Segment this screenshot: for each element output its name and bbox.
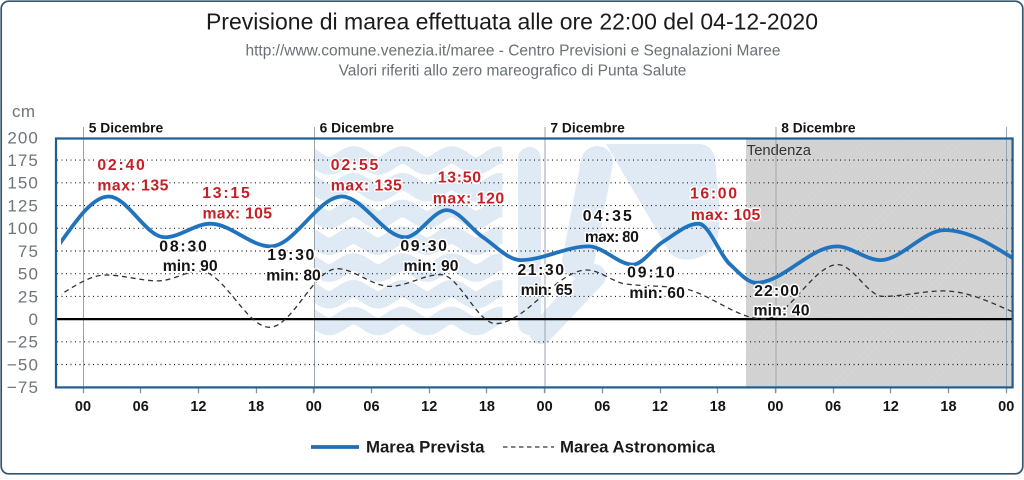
svg-text:6 Dicembre: 6 Dicembre: [320, 121, 395, 136]
svg-text:max: 135: max: 135: [97, 177, 168, 194]
svg-text:22:00: 22:00: [754, 283, 799, 300]
svg-text:04:35: 04:35: [583, 208, 632, 225]
svg-text:12: 12: [190, 399, 206, 415]
svg-text:02:40: 02:40: [97, 157, 145, 174]
svg-text:09:30: 09:30: [400, 238, 447, 255]
svg-text:max: 80: max: 80: [585, 229, 639, 246]
svg-text:cm: cm: [12, 102, 35, 121]
svg-text:02:55: 02:55: [331, 157, 379, 174]
svg-text:00: 00: [306, 399, 322, 415]
svg-text:19:30: 19:30: [267, 247, 314, 264]
svg-text:00: 00: [767, 399, 783, 415]
svg-text:08:30: 08:30: [159, 238, 207, 255]
svg-text:min: 60: min: 60: [629, 285, 685, 302]
svg-text:13:50: 13:50: [438, 170, 482, 187]
svg-text:06: 06: [133, 399, 149, 415]
svg-text:18: 18: [479, 399, 495, 415]
svg-text:max: 120: max: 120: [433, 191, 505, 208]
svg-text:min: 90: min: 90: [404, 258, 459, 275]
svg-text:125: 125: [7, 197, 39, 216]
svg-text:12: 12: [883, 399, 899, 415]
svg-text:75: 75: [18, 242, 39, 261]
svg-text:150: 150: [7, 174, 39, 193]
svg-text:min: 90: min: 90: [163, 258, 218, 275]
svg-text:min: 80: min: 80: [266, 267, 321, 284]
svg-text:18: 18: [248, 399, 264, 415]
svg-text:12: 12: [652, 399, 668, 415]
svg-text:00: 00: [75, 399, 91, 415]
svg-text:06: 06: [825, 399, 841, 415]
svg-text:max: 135: max: 135: [331, 177, 402, 194]
svg-text:−25: −25: [7, 333, 39, 352]
svg-text:Tendenza: Tendenza: [747, 143, 812, 159]
svg-text:00: 00: [998, 399, 1014, 415]
svg-text:16:00: 16:00: [690, 186, 737, 203]
svg-text:0: 0: [28, 310, 39, 329]
svg-text:06: 06: [363, 399, 379, 415]
svg-text:100: 100: [7, 219, 39, 238]
svg-text:max: 105: max: 105: [691, 207, 761, 224]
svg-text:max: 105: max: 105: [203, 206, 273, 223]
svg-text:http://www.comune.venezia.it/m: http://www.comune.venezia.it/maree - Cen…: [245, 43, 780, 60]
svg-text:13:15: 13:15: [202, 185, 250, 202]
svg-text:12: 12: [421, 399, 437, 415]
svg-text:8 Dicembre: 8 Dicembre: [781, 121, 856, 136]
svg-text:Marea Prevista: Marea Prevista: [366, 438, 485, 457]
svg-text:200: 200: [7, 128, 39, 147]
svg-text:25: 25: [18, 287, 39, 306]
svg-text:06: 06: [594, 399, 610, 415]
svg-text:50: 50: [18, 265, 39, 284]
svg-text:09:10: 09:10: [627, 264, 675, 281]
svg-text:7 Dicembre: 7 Dicembre: [550, 121, 625, 136]
svg-text:18: 18: [710, 399, 726, 415]
svg-text:−50: −50: [7, 355, 39, 374]
svg-text:21:30: 21:30: [518, 262, 565, 279]
svg-text:00: 00: [537, 399, 553, 415]
svg-text:Marea Astronomica: Marea Astronomica: [560, 438, 716, 457]
svg-text:Previsione di marea effettuata: Previsione di marea effettuata alle ore …: [206, 9, 818, 35]
svg-text:175: 175: [7, 151, 39, 170]
svg-text:18: 18: [940, 399, 956, 415]
svg-text:Valori riferiti allo zero mare: Valori riferiti allo zero mareografico d…: [339, 63, 687, 80]
svg-text:min: 65: min: 65: [521, 282, 573, 299]
svg-text:5 Dicembre: 5 Dicembre: [89, 121, 164, 136]
svg-text:min: 40: min: 40: [754, 302, 810, 319]
svg-text:−75: −75: [7, 378, 39, 397]
